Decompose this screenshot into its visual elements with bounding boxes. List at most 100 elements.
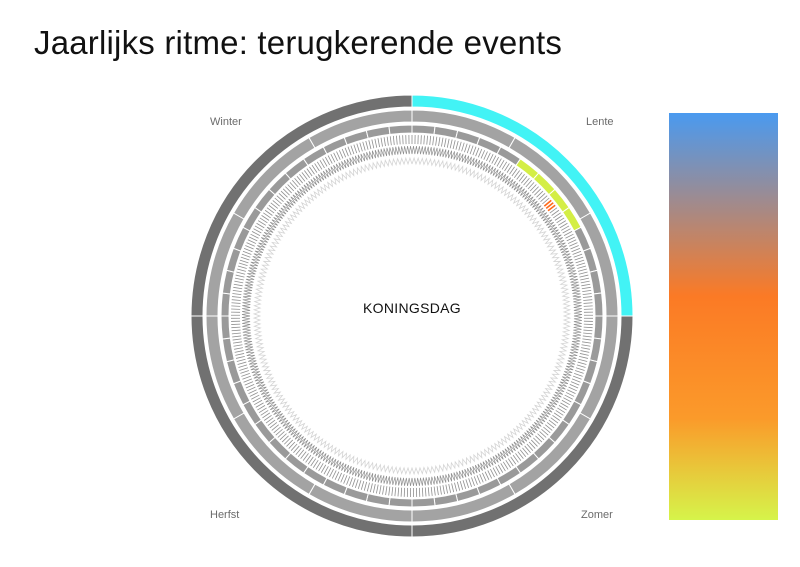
- day-tick: [242, 250, 252, 255]
- day-tick: [493, 156, 500, 166]
- day-tick: [279, 433, 287, 441]
- day-tick: [583, 302, 593, 304]
- day-tick: [578, 358, 588, 362]
- day-tick: [307, 456, 314, 465]
- day-tick: [399, 135, 401, 145]
- day-tick: [558, 405, 567, 411]
- day-tick: [579, 353, 589, 356]
- day-tick: [441, 137, 444, 147]
- day-tick: [471, 477, 475, 486]
- day-tick: [281, 435, 289, 443]
- day-tick: [232, 296, 242, 298]
- day-tick: [570, 245, 579, 250]
- day-tick: [234, 280, 244, 284]
- day-tick: [365, 140, 369, 150]
- day-tick: [568, 386, 577, 392]
- week-segment: [411, 497, 436, 508]
- day-tick: [421, 487, 424, 497]
- day-tick: [458, 141, 462, 151]
- day-tick: [237, 361, 247, 365]
- day-tick: [577, 361, 587, 365]
- day-tick: [304, 170, 311, 178]
- week-segment: [589, 269, 603, 295]
- week-segment: [365, 493, 391, 507]
- day-tick: [432, 136, 435, 146]
- day-tick: [330, 154, 336, 163]
- day-tick: [338, 150, 344, 159]
- day-tick: [578, 271, 588, 275]
- day-tick: [567, 239, 577, 244]
- day-tick: [238, 262, 248, 267]
- day-tick: [583, 299, 593, 301]
- day-tick: [231, 302, 241, 304]
- day-tick: [302, 453, 309, 461]
- day-tick: [244, 381, 254, 386]
- day-tick: [312, 459, 319, 468]
- day-tick: [322, 158, 328, 167]
- day-tick: [347, 146, 352, 156]
- day-tick: [572, 250, 582, 255]
- day-tick: [461, 142, 465, 152]
- day-tick: [288, 441, 296, 449]
- day-tick: [290, 443, 298, 451]
- day-tick: [492, 467, 498, 476]
- day-tick: [233, 344, 243, 347]
- day-tick: [583, 305, 593, 307]
- day-tick: [277, 431, 285, 438]
- day-tick: [234, 277, 244, 281]
- day-tick: [351, 478, 356, 488]
- day-tick: [576, 262, 586, 267]
- day-tick: [300, 451, 307, 459]
- day-tick: [269, 422, 278, 429]
- day-tick: [472, 146, 477, 156]
- day-tick: [289, 182, 297, 190]
- day-tick: [316, 161, 323, 170]
- day-tick: [524, 445, 531, 454]
- day-tick: [452, 140, 456, 150]
- day-tick: [427, 487, 430, 497]
- day-tick: [336, 151, 341, 160]
- day-tick: [239, 259, 249, 264]
- day-tick: [449, 139, 453, 149]
- day-tick: [575, 259, 585, 264]
- day-tick: [340, 473, 345, 483]
- day-tick: [264, 209, 273, 216]
- day-tick: [235, 353, 245, 356]
- day-tick: [329, 468, 334, 478]
- day-tick: [257, 220, 267, 226]
- week-segment: [593, 292, 604, 317]
- day-tick: [291, 180, 299, 188]
- day-tick: [311, 164, 318, 173]
- day-tick: [505, 459, 512, 468]
- day-tick: [285, 186, 292, 194]
- day-tick: [582, 335, 592, 338]
- day-tick: [504, 163, 510, 172]
- day-tick: [482, 472, 487, 482]
- week-segment: [433, 125, 459, 139]
- day-tick: [486, 152, 491, 162]
- day-tick: [497, 464, 504, 473]
- day-tick: [379, 485, 382, 495]
- center-label: KONINGSDAG: [363, 300, 461, 316]
- day-tick: [435, 136, 438, 146]
- day-tick: [512, 454, 519, 463]
- day-tick: [386, 136, 389, 146]
- day-tick: [520, 175, 528, 184]
- day-tick: [248, 389, 257, 394]
- day-tick: [268, 204, 277, 212]
- day-tick: [241, 253, 251, 258]
- day-tick: [232, 289, 242, 293]
- day-tick: [430, 486, 433, 496]
- day-tick: [363, 481, 368, 491]
- day-tick: [382, 485, 385, 495]
- day-tick: [256, 222, 265, 229]
- day-tick: [310, 458, 317, 467]
- season-label-spring: Lente: [586, 116, 614, 128]
- day-tick: [528, 441, 536, 449]
- week-segment: [388, 497, 413, 508]
- day-tick: [476, 475, 481, 484]
- day-tick: [513, 170, 520, 178]
- day-tick: [546, 422, 555, 429]
- day-tick: [443, 138, 447, 148]
